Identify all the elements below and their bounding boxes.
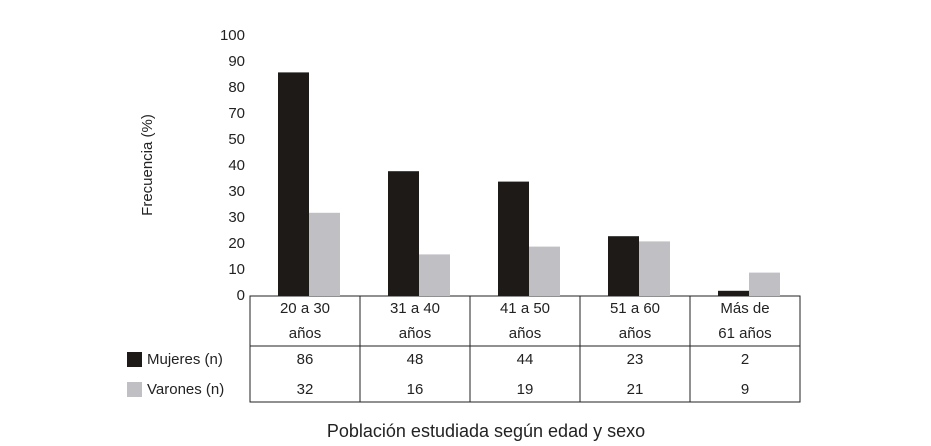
- y-axis-label: Frecuencia (%): [139, 114, 156, 216]
- y-tick-label: 50: [228, 131, 245, 148]
- bar: [278, 72, 309, 297]
- table-value: 44: [517, 351, 534, 368]
- y-tick-label: 100: [220, 27, 245, 44]
- table-value: 48: [407, 351, 424, 368]
- bar: [309, 212, 340, 296]
- legend-swatch: [127, 352, 142, 367]
- table-value: 2: [741, 351, 749, 368]
- y-tick-label: 70: [228, 105, 245, 122]
- table-value: 9: [741, 381, 749, 398]
- legend-swatch: [127, 382, 142, 397]
- bar: [639, 241, 670, 296]
- y-tick-label: 20: [228, 235, 245, 252]
- table-value: 23: [627, 351, 644, 368]
- y-tick-label: 80: [228, 79, 245, 96]
- y-tick-label: 40: [228, 157, 245, 174]
- y-tick-label: 10: [228, 261, 245, 278]
- chart-title: Población estudiada según edad y sexo: [327, 421, 645, 441]
- bar: [388, 171, 419, 296]
- x-tick-label: 41 a 50 años: [500, 300, 550, 342]
- table-value: 19: [517, 381, 534, 398]
- table-value: 16: [407, 381, 424, 398]
- x-tick-label: 31 a 40 años: [390, 300, 440, 342]
- x-tick-label: 20 a 30 años: [280, 300, 330, 342]
- legend-label: Varones (n): [147, 381, 224, 398]
- table-value: 21: [627, 381, 644, 398]
- bar: [419, 254, 450, 296]
- y-tick-label: 0: [237, 287, 245, 304]
- bar: [608, 236, 639, 296]
- table-value: 32: [297, 381, 314, 398]
- x-tick-label: 51 a 60 años: [610, 300, 660, 342]
- bar: [529, 246, 560, 296]
- legend-label: Mujeres (n): [147, 351, 223, 368]
- bar: [498, 181, 529, 296]
- bar: [749, 272, 780, 296]
- table-value: 86: [297, 351, 314, 368]
- y-tick-label: 30: [228, 209, 245, 226]
- y-tick-label: 90: [228, 53, 245, 70]
- bar: [718, 290, 749, 296]
- x-tick-label: Más de 61 años: [718, 300, 771, 342]
- y-tick-label: 30: [228, 183, 245, 200]
